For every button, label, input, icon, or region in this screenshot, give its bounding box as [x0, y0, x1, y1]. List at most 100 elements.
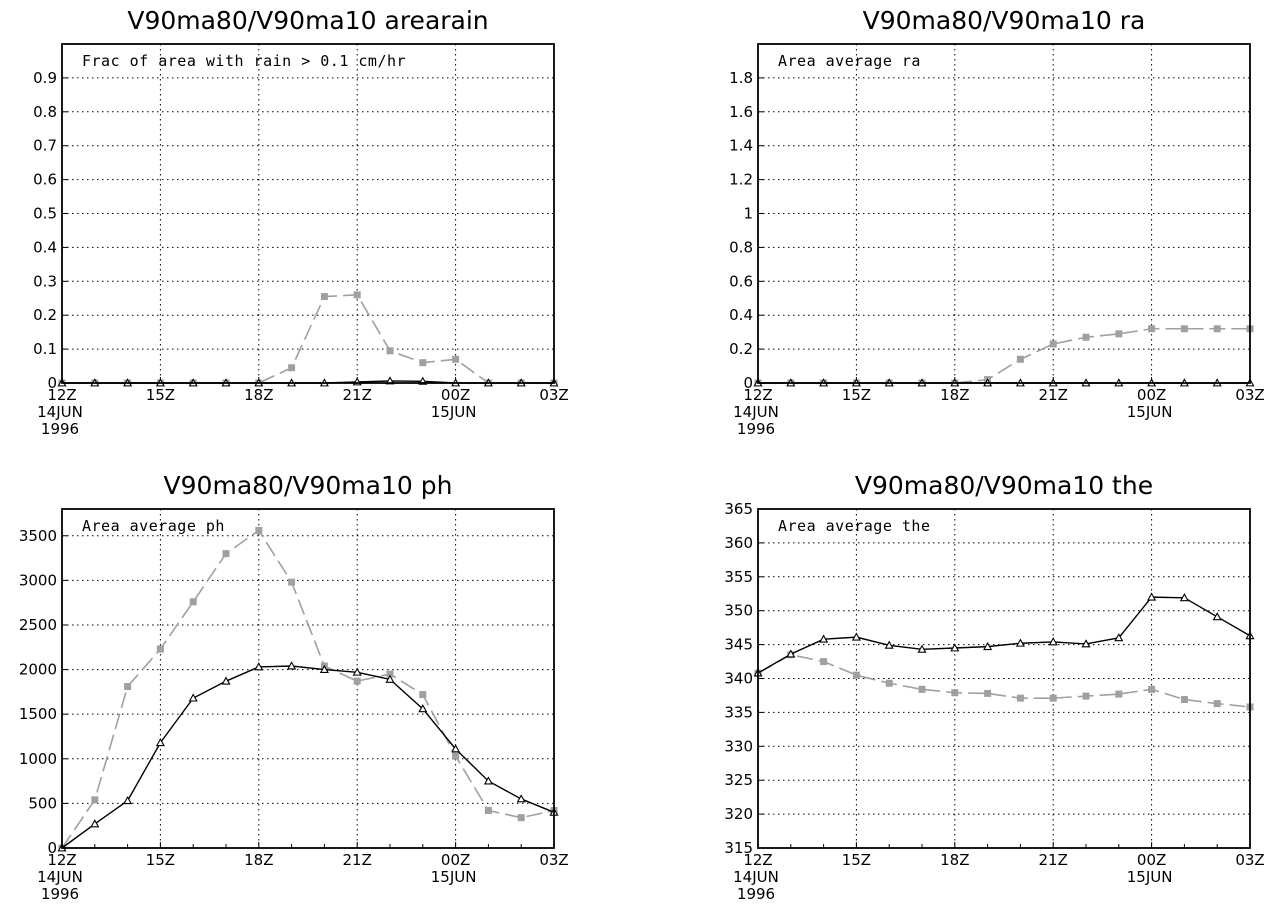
x-tick-label: 15JUN — [1127, 403, 1173, 421]
data-point-square — [852, 671, 860, 679]
y-tick-label: 360 — [724, 534, 753, 552]
y-tick-label: 3000 — [19, 571, 57, 589]
plot-frame — [61, 508, 555, 849]
y-tick-label: 1500 — [19, 705, 57, 723]
y-tick-label: 325 — [724, 771, 753, 789]
x-tick-label: 18Z — [244, 386, 273, 404]
y-tick-label: 345 — [724, 636, 753, 654]
y-tick-label: 1.6 — [729, 103, 753, 121]
y-tick-label: 0.7 — [33, 137, 57, 155]
x-tick-label: 21Z — [343, 386, 372, 404]
plot-frame — [757, 43, 1251, 384]
chart-panel-arearain: V90ma80/V90ma10 arearain 0 0.1 0.2 0.3 0.4 0.5… — [33, 6, 569, 438]
x-tick-label: 12Z — [743, 386, 772, 404]
y-tick-label: 0 — [743, 374, 753, 392]
x-tick-label: 14JUN — [733, 403, 779, 421]
data-point-square — [1016, 355, 1024, 363]
y-tick-label: 1000 — [19, 750, 57, 768]
x-tick-label: 03Z — [1235, 851, 1264, 869]
data-point-triangle — [819, 634, 829, 643]
chart-title: V90ma80/V90ma10 the — [855, 471, 1153, 500]
x-tick-label: 15Z — [842, 851, 871, 869]
data-point-square — [1213, 700, 1221, 708]
x-tick-label: 14JUN — [733, 868, 779, 886]
data-point-square — [484, 807, 492, 815]
data-point-square — [517, 814, 525, 822]
chart-title: V90ma80/V90ma10 ph — [164, 471, 453, 500]
data-point-triangle — [123, 795, 133, 805]
y-tick-label: 1.2 — [729, 171, 753, 189]
x-tick-label: 21Z — [1039, 386, 1068, 404]
series-line-square — [758, 327, 1250, 384]
plot-frame — [757, 508, 1251, 849]
x-tick-label: 15Z — [146, 386, 175, 404]
y-tick-label: 500 — [28, 794, 57, 812]
y-tick-label: 3500 — [19, 527, 57, 545]
y-tick-label: 0.6 — [33, 171, 57, 189]
data-point-triangle — [1048, 637, 1058, 646]
y-tick-label: 0.4 — [729, 306, 753, 324]
x-tick-label: 15Z — [146, 851, 175, 869]
y-tick-label: 365 — [724, 500, 753, 518]
data-point-square — [918, 685, 926, 693]
y-tick-label: 340 — [724, 670, 753, 688]
y-tick-label: 1.4 — [729, 137, 753, 155]
data-point-square — [1115, 690, 1123, 698]
data-point-square — [386, 670, 394, 678]
data-point-triangle — [1114, 633, 1124, 642]
chart-annotation: Frac of area with rain > 0.1 cm/hr — [82, 52, 406, 70]
y-tick-label: 0.8 — [729, 238, 753, 256]
data-point-triangle — [983, 641, 993, 651]
data-point-square — [1049, 694, 1057, 702]
data-point-square — [1082, 333, 1090, 341]
data-point-square — [288, 578, 296, 586]
y-tick-label: 0 — [47, 374, 57, 392]
x-tick-label: 18Z — [244, 851, 273, 869]
x-tick-label: 03Z — [539, 851, 568, 869]
data-point-triangle — [1212, 612, 1222, 621]
x-tick-label: 18Z — [940, 851, 969, 869]
x-tick-label: 1996 — [41, 420, 79, 438]
data-point-square — [1049, 340, 1057, 348]
x-tick-label: 1996 — [737, 420, 775, 438]
data-point-square — [1016, 694, 1024, 702]
series-line-triangle — [757, 596, 1251, 674]
data-point-square — [984, 689, 992, 697]
data-point-triangle — [1015, 638, 1025, 647]
x-tick-label: 1996 — [41, 885, 79, 903]
data-point-square — [419, 359, 427, 367]
chart-panel-ph: V90ma80/V90ma10 ph 0 500 1000 1500 2000 2500 30… — [19, 471, 569, 903]
data-point-square — [820, 658, 828, 666]
x-tick-label: 21Z — [343, 851, 372, 869]
chart-annotation: Area average the — [778, 517, 931, 535]
x-tick-label: 03Z — [539, 386, 568, 404]
y-tick-label: 330 — [724, 737, 753, 755]
data-point-triangle — [851, 632, 861, 641]
data-point-square — [91, 796, 99, 804]
x-tick-label: 00Z — [1137, 386, 1166, 404]
data-point-square — [1148, 325, 1156, 333]
data-point-square — [1148, 685, 1156, 693]
x-tick-label: 15JUN — [1127, 868, 1173, 886]
x-tick-label: 12Z — [47, 386, 76, 404]
x-tick-label: 15JUN — [431, 403, 477, 421]
data-point-triangle — [221, 676, 231, 685]
data-point-square — [255, 526, 263, 534]
data-point-square — [452, 355, 460, 363]
data-point-triangle — [352, 667, 362, 676]
x-tick-label: 15Z — [842, 386, 871, 404]
chart-annotation: Area average ph — [82, 517, 225, 535]
x-tick-label: 15JUN — [431, 868, 477, 886]
y-tick-label: 0.8 — [33, 103, 57, 121]
data-point-square — [353, 291, 361, 299]
chart-panel-the: V90ma80/V90ma10 the 315 320 325 330 335 340 345… — [724, 471, 1264, 903]
data-point-triangle — [917, 644, 927, 653]
data-point-triangle — [1081, 639, 1091, 648]
y-tick-label: 355 — [724, 568, 753, 586]
series-line-square — [757, 653, 1251, 708]
data-point-square — [353, 677, 361, 685]
y-tick-label: 1.8 — [729, 69, 753, 87]
data-point-square — [951, 689, 959, 697]
y-tick-label: 0.6 — [729, 272, 753, 290]
